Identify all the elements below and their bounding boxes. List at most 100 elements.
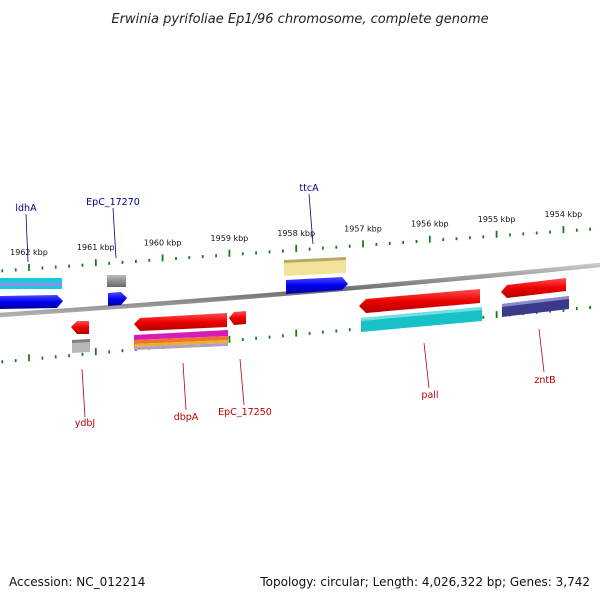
gene-ldhA[interactable] xyxy=(0,278,63,309)
major-tick xyxy=(362,240,364,248)
minor-tick xyxy=(335,329,338,333)
label-ydbJ[interactable]: ydbJ xyxy=(75,418,95,429)
major-tick xyxy=(495,311,498,319)
gene-EpC_17250[interactable] xyxy=(229,311,246,325)
scale-label-1957: 1957 kbp xyxy=(344,224,382,233)
minor-tick xyxy=(1,360,4,364)
minor-tick xyxy=(375,242,378,246)
major-tick xyxy=(228,335,231,343)
minor-tick xyxy=(335,245,338,249)
minor-tick xyxy=(81,352,84,356)
label-EpC_17250[interactable]: EpC_17250 xyxy=(218,407,272,418)
gene-ttcA[interactable] xyxy=(284,257,348,294)
minor-tick xyxy=(348,328,351,332)
topology-label: Topology: circular; Length: 4,026,322 bp… xyxy=(259,575,590,589)
scale-labels: 1962 kbp 1961 kbp 1960 kbp 1959 kbp 1958 kbp… xyxy=(10,210,582,257)
minor-tick xyxy=(108,261,111,265)
minor-tick xyxy=(81,263,84,267)
label-pall[interactable]: pall xyxy=(421,390,438,401)
minor-tick xyxy=(268,250,271,254)
major-tick xyxy=(295,245,298,252)
major-tick xyxy=(428,235,431,243)
minor-tick xyxy=(415,240,418,243)
scale-label-1954: 1954 kbp xyxy=(545,210,583,219)
major-tick xyxy=(495,230,498,238)
minor-tick xyxy=(509,233,511,237)
minor-tick xyxy=(482,235,485,239)
major-tick xyxy=(161,254,164,262)
minor-tick xyxy=(482,315,485,319)
accession-label: Accession: NC_012214 xyxy=(9,575,145,589)
minor-tick xyxy=(14,359,17,363)
minor-tick xyxy=(589,305,591,309)
gene-dbpA[interactable] xyxy=(134,313,228,350)
scale-label-1961: 1961 kbp xyxy=(77,243,115,252)
minor-tick xyxy=(308,331,311,335)
label-EpC_17270[interactable]: EpC_17270 xyxy=(86,197,140,208)
label-zntB[interactable]: zntB xyxy=(534,375,555,386)
minor-tick xyxy=(469,236,471,240)
minor-tick xyxy=(402,241,404,244)
scale-label-1960: 1960 kbp xyxy=(144,239,182,248)
major-tick xyxy=(295,329,298,337)
minor-tick xyxy=(41,356,44,360)
minor-tick xyxy=(575,307,578,311)
minor-tick xyxy=(455,237,458,241)
minor-tick xyxy=(175,257,177,260)
minor-tick xyxy=(121,349,124,353)
minor-tick xyxy=(348,244,351,248)
minor-tick xyxy=(148,258,151,262)
minor-tick xyxy=(535,231,538,235)
minor-tick xyxy=(255,336,257,340)
minor-tick xyxy=(549,230,551,234)
minor-tick xyxy=(388,241,391,245)
minor-tick xyxy=(322,246,324,250)
minor-tick xyxy=(522,232,525,236)
label-ldhA[interactable]: ldhA xyxy=(15,203,37,214)
minor-tick xyxy=(201,255,204,259)
scale-label-1958: 1958 kbp xyxy=(277,229,315,238)
minor-tick xyxy=(1,269,4,273)
minor-tick xyxy=(68,264,70,268)
major-tick xyxy=(28,354,30,362)
gene-pall[interactable] xyxy=(359,289,482,332)
minor-tick xyxy=(241,338,244,341)
scale-label-1955: 1955 kbp xyxy=(478,215,516,224)
scale-label-1956: 1956 kbp xyxy=(411,220,449,229)
label-ttcA[interactable]: ttcA xyxy=(299,183,319,194)
minor-tick xyxy=(255,251,257,255)
major-tick xyxy=(94,348,97,356)
minor-tick xyxy=(188,256,191,260)
gene-labels-top: ldhA EpC_17270 ttcA xyxy=(15,183,319,263)
minor-tick xyxy=(121,260,124,264)
gene-zntB[interactable] xyxy=(501,278,569,317)
minor-tick xyxy=(282,249,284,253)
gene-EpC_17270[interactable] xyxy=(107,275,127,306)
minor-tick xyxy=(308,247,311,251)
minor-tick xyxy=(442,238,445,242)
minor-tick xyxy=(135,259,137,263)
minor-tick xyxy=(215,254,217,258)
minor-tick xyxy=(54,265,57,269)
scale-label-1962: 1962 kbp xyxy=(10,248,48,257)
minor-tick xyxy=(282,334,284,338)
scale-ticks-top xyxy=(1,226,591,273)
minor-tick xyxy=(68,354,70,358)
major-tick xyxy=(228,249,231,257)
major-tick xyxy=(94,259,97,267)
minor-tick xyxy=(14,268,17,272)
minor-tick xyxy=(54,355,57,359)
major-tick xyxy=(28,263,30,271)
minor-tick xyxy=(241,252,244,256)
scale-label-1959: 1959 kbp xyxy=(211,234,249,243)
minor-tick xyxy=(589,227,591,231)
minor-tick xyxy=(575,228,578,232)
gene-ydbJ[interactable] xyxy=(71,321,90,353)
gene-labels-bottom: ydbJ dbpA EpC_17250 pall zntB xyxy=(75,328,556,429)
map-title: Erwinia pyrifoliae Ep1/96 chromosome, co… xyxy=(111,12,488,27)
label-dbpA[interactable]: dbpA xyxy=(174,412,199,423)
minor-tick xyxy=(268,335,271,339)
major-tick xyxy=(562,226,565,234)
minor-tick xyxy=(108,350,111,354)
